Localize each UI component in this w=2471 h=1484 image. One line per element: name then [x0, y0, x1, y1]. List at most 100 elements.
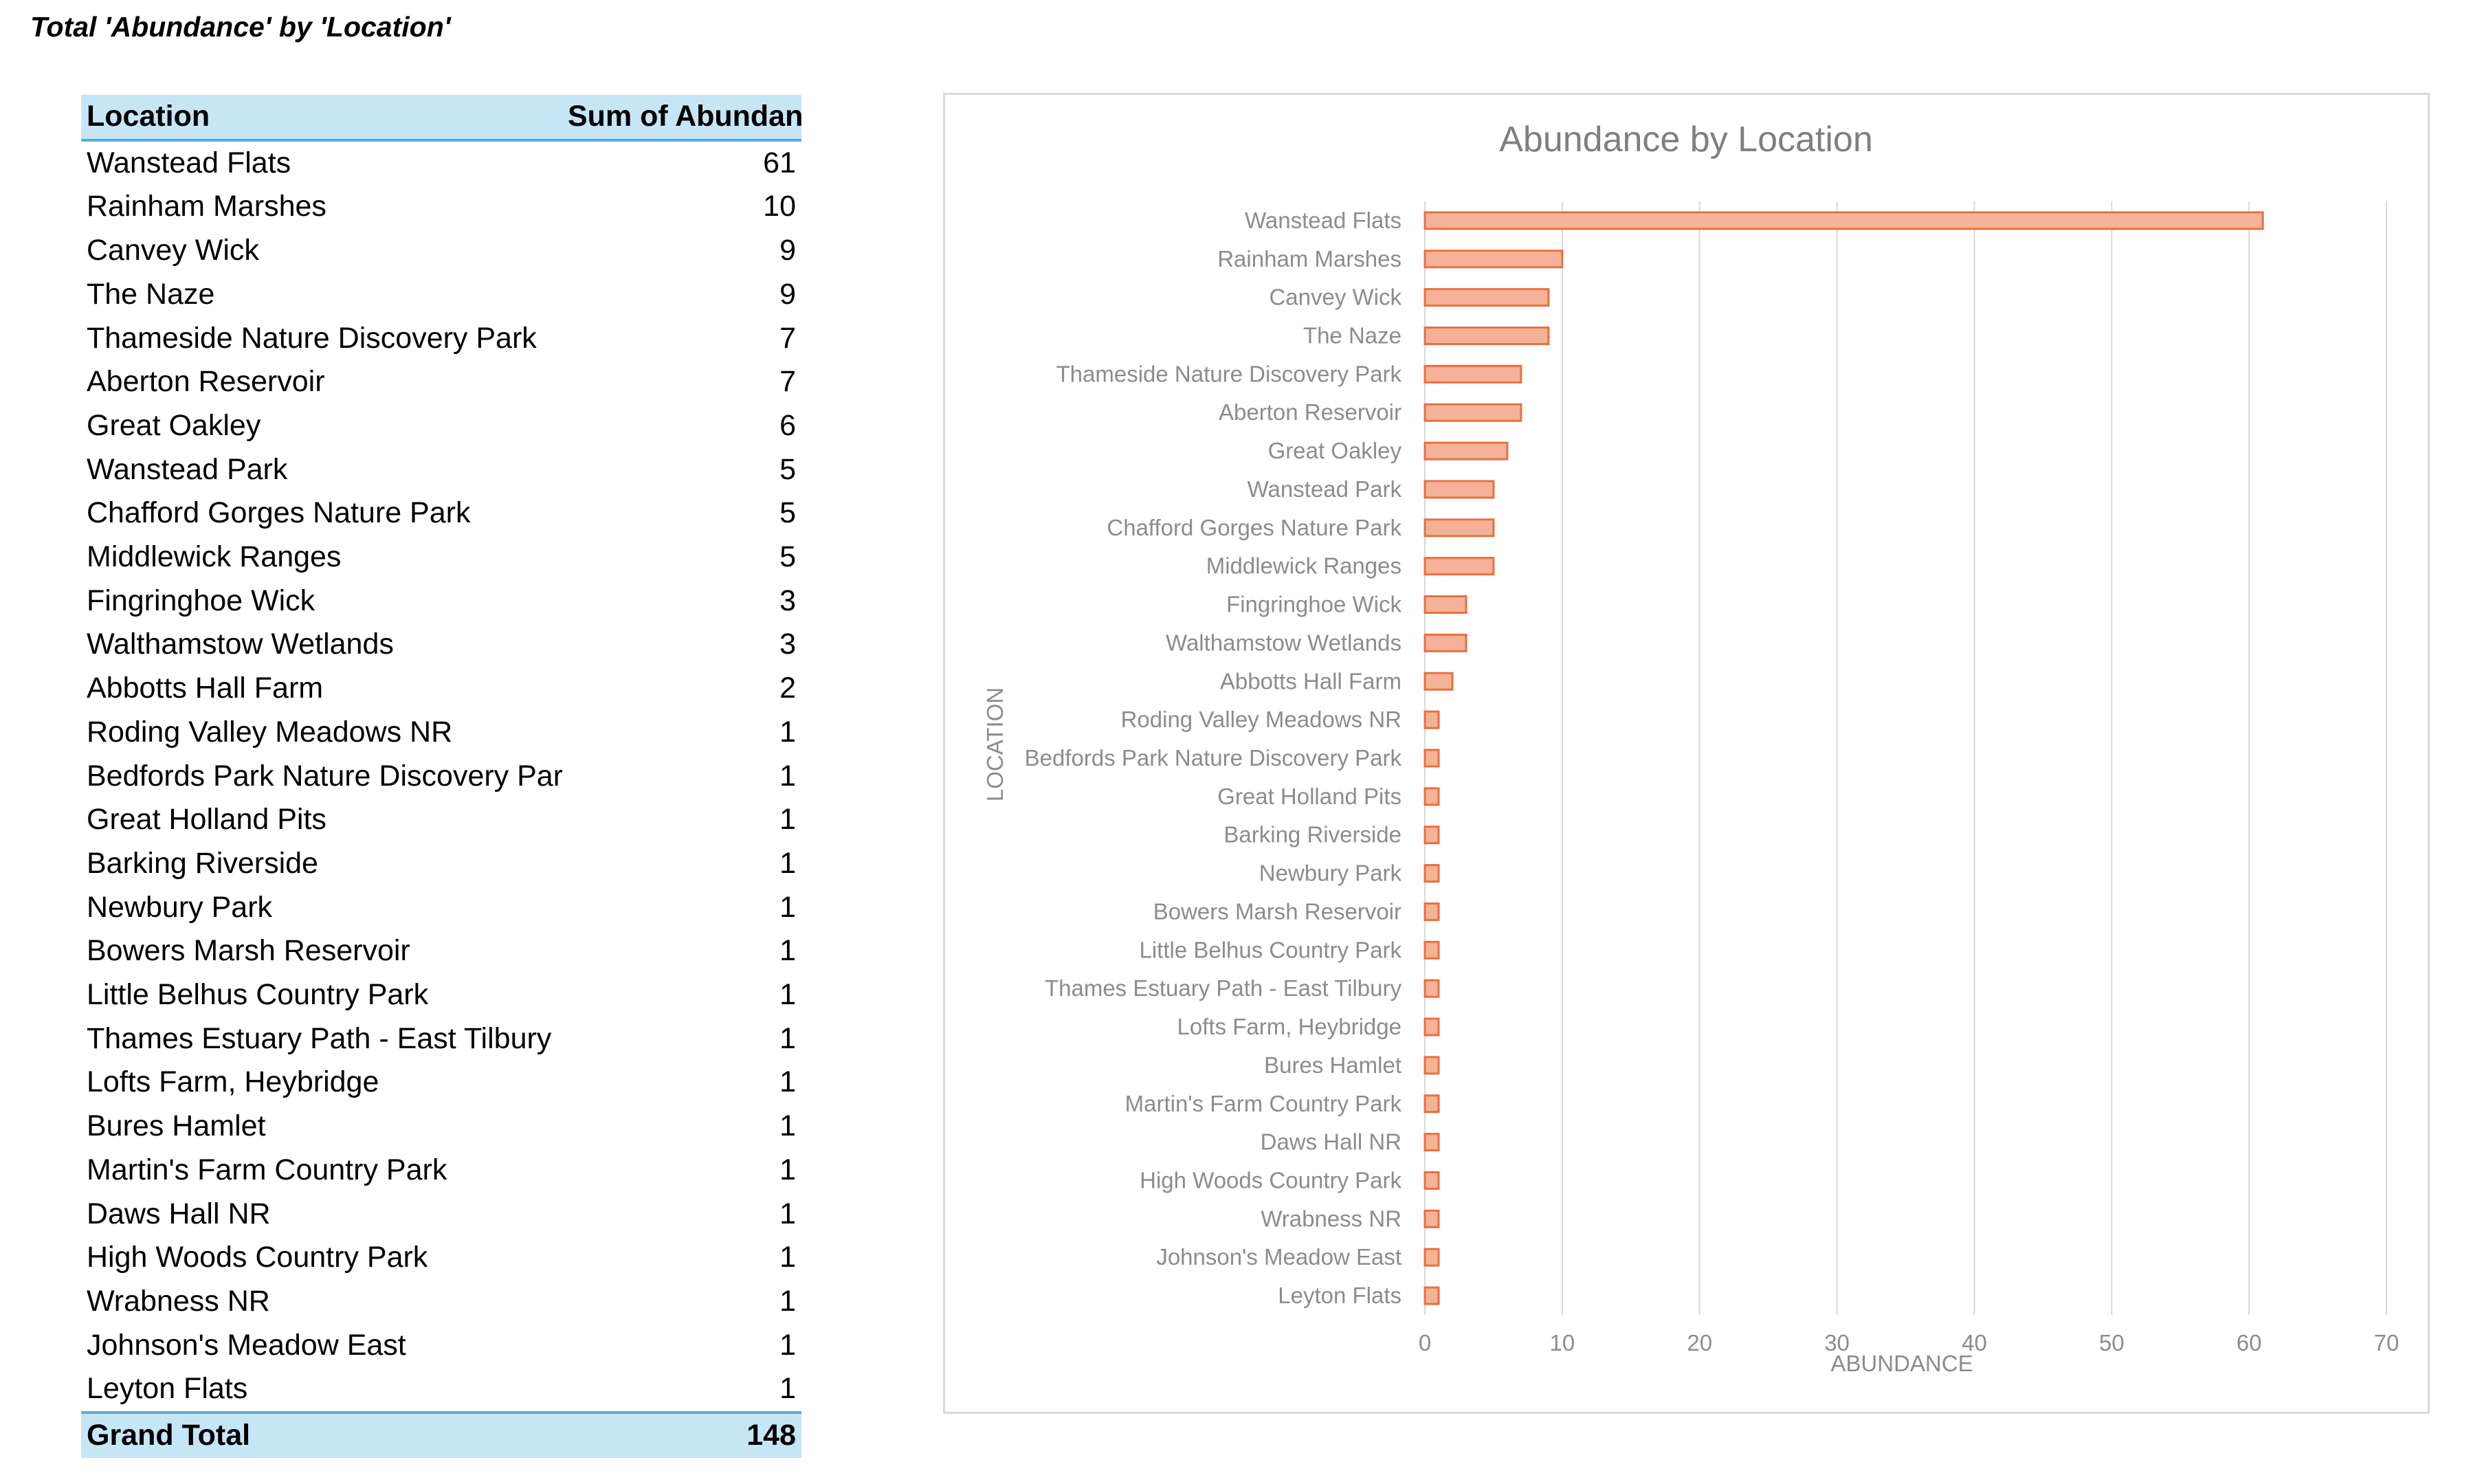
bar[interactable] [1423, 1171, 1440, 1190]
bar[interactable] [1423, 403, 1522, 422]
pivot-cell-sum[interactable]: 5 [779, 452, 796, 486]
bar[interactable] [1423, 518, 1495, 538]
pivot-cell-sum[interactable]: 1 [779, 759, 796, 793]
grand-total-label[interactable]: Grand Total [81, 1411, 562, 1458]
bar[interactable] [1423, 1248, 1440, 1267]
bar[interactable] [1423, 250, 1564, 269]
pivot-cell-location[interactable]: Daws Hall NR [87, 1197, 271, 1230]
pivot-cell-sum[interactable]: 2 [779, 672, 796, 705]
pivot-cell-sum[interactable]: 1 [779, 1153, 796, 1186]
pivot-header-sum[interactable]: Sum of Abundance [562, 95, 801, 142]
pivot-cell-sum[interactable]: 1 [779, 1021, 796, 1055]
pivot-cell-location[interactable]: Canvey Wick [87, 234, 259, 267]
pivot-cell-sum[interactable]: 10 [763, 190, 796, 223]
pivot-cell-sum[interactable]: 1 [779, 1197, 796, 1230]
pivot-cell-location[interactable]: Wanstead Flats [87, 146, 291, 179]
pivot-row: Rainham Marshes 10 [81, 185, 801, 229]
pivot-cell-sum[interactable]: 1 [779, 803, 796, 837]
bar[interactable] [1423, 672, 1454, 691]
bar[interactable] [1423, 1286, 1440, 1305]
pivot-cell-location[interactable]: Middlewick Ranges [87, 540, 342, 574]
bar[interactable] [1423, 864, 1440, 883]
pivot-cell-sum[interactable]: 5 [779, 540, 796, 574]
pivot-cell-sum[interactable]: 7 [779, 365, 796, 399]
pivot-cell-sum[interactable]: 1 [779, 715, 796, 749]
pivot-cell-location[interactable]: Johnson's Meadow East [87, 1328, 406, 1362]
pivot-cell-sum[interactable]: 1 [779, 978, 796, 1012]
pivot-cell-location[interactable]: The Naze [87, 277, 215, 311]
pivot-cell-sum[interactable]: 1 [779, 1065, 796, 1099]
pivot-cell-sum[interactable]: 6 [779, 408, 796, 442]
pivot-cell-location[interactable]: Walthamstow Wetlands [87, 628, 394, 661]
bar[interactable] [1423, 710, 1440, 729]
pivot-cell-location[interactable]: Rainham Marshes [87, 190, 326, 223]
pivot-cell-location[interactable]: Newbury Park [87, 890, 273, 924]
pivot-cell-location[interactable]: Lofts Farm, Heybridge [87, 1065, 379, 1099]
y-axis-title[interactable]: LOCATION [982, 687, 1008, 801]
pivot-cell-sum[interactable]: 61 [763, 146, 796, 179]
pivot-cell-sum[interactable]: 7 [779, 321, 796, 355]
bar[interactable] [1423, 749, 1440, 768]
pivot-cell-sum[interactable]: 1 [779, 1241, 796, 1274]
pivot-cell-location[interactable]: Fingringhoe Wick [87, 584, 315, 617]
bar[interactable] [1423, 211, 2264, 230]
bar[interactable] [1423, 1209, 1440, 1228]
pivot-cell-sum[interactable]: 3 [779, 584, 796, 617]
pivot-row: Newbury Park 1 [81, 886, 801, 930]
pivot-cell-location[interactable]: Wrabness NR [87, 1284, 270, 1318]
pivot-cell-sum[interactable]: 9 [779, 234, 796, 267]
bar[interactable] [1423, 979, 1440, 998]
pivot-cell-location[interactable]: Bedfords Park Nature Discovery Park [87, 759, 562, 793]
pivot-cell-location[interactable]: Abbotts Hall Farm [87, 672, 324, 705]
bar[interactable] [1423, 326, 1550, 346]
pivot-cell-sum[interactable]: 1 [779, 1284, 796, 1318]
pivot-cell-location[interactable]: Thames Estuary Path - East Tilbury [87, 1021, 552, 1055]
pivot-cell-location[interactable]: Little Belhus Country Park [87, 978, 429, 1012]
pivot-cell-sum[interactable]: 1 [779, 846, 796, 880]
bar[interactable] [1423, 633, 1467, 652]
bar[interactable] [1423, 480, 1495, 499]
category-label: Bures Hamlet [1264, 1052, 1401, 1078]
bar[interactable] [1423, 557, 1495, 576]
pivot-cell-location[interactable]: Leyton Flats [87, 1372, 248, 1406]
pivot-cell-location[interactable]: Thameside Nature Discovery Park [87, 321, 537, 355]
bar[interactable] [1423, 1056, 1440, 1075]
chart-title[interactable]: Abundance by Location [1499, 120, 1873, 159]
pivot-cell-location[interactable]: Roding Valley Meadows NR [87, 715, 453, 749]
pivot-cell-location[interactable]: Martin's Farm Country Park [87, 1153, 447, 1186]
pivot-cell-location[interactable]: Bowers Marsh Reservoir [87, 934, 410, 968]
bar[interactable] [1423, 288, 1550, 307]
bar[interactable] [1423, 940, 1440, 960]
x-axis-title[interactable]: ABUNDANCE [1830, 1351, 1973, 1376]
pivot-cell-location[interactable]: Chafford Gorges Nature Park [87, 496, 471, 530]
pivot-cell-sum[interactable]: 3 [779, 628, 796, 661]
pivot-header-location[interactable]: Location [81, 95, 562, 142]
bar[interactable] [1423, 1017, 1440, 1037]
category-label: Great Holland Pits [1217, 784, 1401, 809]
pivot-cell-location[interactable]: Wanstead Park [87, 452, 288, 486]
pivot-cell-location[interactable]: Aberton Reservoir [87, 365, 325, 399]
pivot-cell-location[interactable]: Great Oakley [87, 408, 261, 442]
pivot-cell-location[interactable]: Bures Hamlet [87, 1109, 266, 1143]
pivot-cell-sum[interactable]: 1 [779, 1372, 796, 1406]
bar[interactable] [1423, 1094, 1440, 1114]
bar[interactable] [1423, 902, 1440, 921]
bar[interactable] [1423, 787, 1440, 806]
bar[interactable] [1423, 595, 1467, 614]
pivot-cell-sum[interactable]: 9 [779, 277, 796, 311]
pivot-cell-sum[interactable]: 1 [779, 890, 796, 924]
bar[interactable] [1423, 441, 1509, 461]
pivot-cell-location[interactable]: Barking Riverside [87, 846, 318, 880]
chart-area[interactable]: Abundance by Location Wanstead Flats Rain… [943, 93, 2430, 1414]
pivot-cell-sum[interactable]: 1 [779, 934, 796, 968]
pivot-cell-location[interactable]: Great Holland Pits [87, 803, 326, 837]
pivot-cell-sum[interactable]: 1 [779, 1109, 796, 1143]
bar[interactable] [1423, 364, 1522, 384]
bar[interactable] [1423, 1133, 1440, 1152]
grand-total-value[interactable]: 148 [562, 1411, 801, 1458]
category-label: Great Oakley [1268, 438, 1402, 463]
bar[interactable] [1423, 826, 1440, 845]
pivot-cell-sum[interactable]: 5 [779, 496, 796, 530]
pivot-cell-sum[interactable]: 1 [779, 1328, 796, 1362]
pivot-cell-location[interactable]: High Woods Country Park [87, 1241, 428, 1274]
